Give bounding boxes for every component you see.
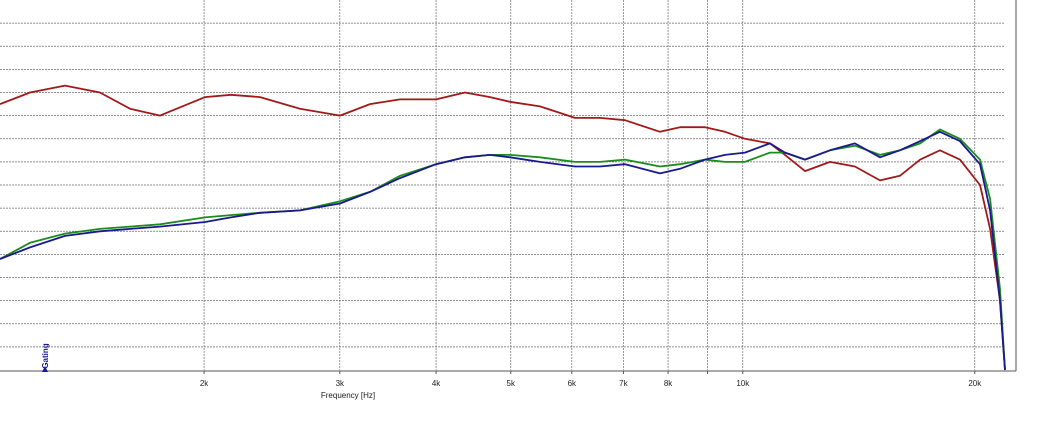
x-tick-label: 7k: [619, 379, 628, 388]
series-line: [0, 84, 1006, 371]
x-tick-label: 20k: [968, 379, 982, 388]
x-tick-label: 8k: [664, 379, 673, 388]
series-line: [0, 130, 1006, 371]
x-tick-label: 5k: [507, 379, 516, 388]
x-axis-title: Frequency [Hz]: [321, 391, 375, 400]
x-tick-label: 3k: [336, 379, 345, 388]
x-tick-label: 4k: [432, 379, 441, 388]
gating-label: Gating: [41, 343, 50, 368]
plot-lines: [0, 84, 1006, 371]
grid: 2k 3k 4k 5k 6k 7k 8k 10k 20k: [0, 0, 1005, 388]
gating-marker: [42, 366, 48, 372]
x-tick-label: 2k: [200, 379, 209, 388]
x-tick-label: 6k: [568, 379, 577, 388]
series-line: [0, 128, 1006, 371]
x-tick-label: 10k: [736, 379, 750, 388]
